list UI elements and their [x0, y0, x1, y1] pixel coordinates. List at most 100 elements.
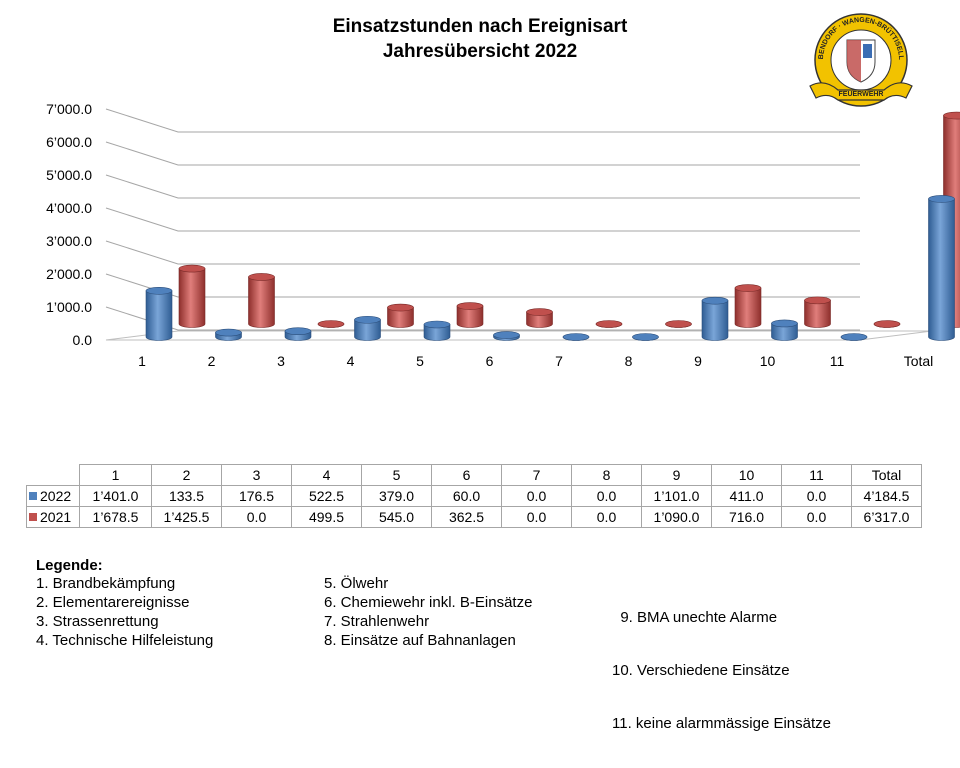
bar-2021-7: [596, 321, 622, 328]
bar-2022-9: [702, 297, 728, 340]
bar-2022-4: [355, 316, 381, 340]
series-label-2022: 2022: [40, 488, 71, 504]
table-cell: 499.5: [292, 507, 362, 528]
bar-2022-7: [563, 334, 589, 341]
bar-2022-1: [146, 287, 172, 340]
legend-item: 9. BMA unechte Alarme: [612, 609, 831, 628]
legend-swatch-2021: [29, 513, 37, 521]
table-cell: 176.5: [222, 486, 292, 507]
legend-item: 3. Strassenrettung: [36, 613, 213, 632]
table-cell: 522.5: [292, 486, 362, 507]
table-row-2021: 2021 1’678.5 1’425.5 0.0 499.5 545.0 362…: [27, 507, 922, 528]
bar-2022-6: [494, 332, 520, 341]
table-row-label: 2022: [27, 486, 80, 507]
y-tick-label: 6’000.0: [46, 134, 92, 150]
table-header-cell: 9: [642, 465, 712, 486]
legend-item: 1. Brandbekämpfung: [36, 575, 213, 594]
legend-item: 5. Ölwehr: [324, 575, 532, 594]
table-header-cell: 7: [502, 465, 572, 486]
table-cell: 0.0: [782, 486, 852, 507]
table-header-row: 1 2 3 4 5 6 7 8 9 10 11 Total: [27, 465, 922, 486]
legend-item: 11. keine alarmmässige Einsätze: [612, 715, 831, 734]
table-header-cell: 5: [362, 465, 432, 486]
x-tick-label: 7: [555, 353, 563, 369]
table-cell: 716.0: [712, 507, 782, 528]
x-tick-label: 3: [277, 353, 285, 369]
table-cell: 6’317.0: [852, 507, 922, 528]
legend-item: 7. Strahlenwehr: [324, 613, 532, 632]
bar-2021-2: [249, 273, 275, 327]
y-tick-label: 0.0: [73, 332, 93, 348]
table-header-cell: 8: [572, 465, 642, 486]
bar-2022-3: [285, 328, 311, 341]
table-cell: 133.5: [152, 486, 222, 507]
table-row-2022: 2022 1’401.0 133.5 176.5 522.5 379.0 60.…: [27, 486, 922, 507]
table-cell: 0.0: [502, 507, 572, 528]
bar-2022-Total: [929, 195, 955, 340]
table-corner: [27, 465, 80, 486]
bar-2021-10: [805, 297, 831, 328]
legend-heading: Legende:: [36, 557, 103, 574]
bar-2021-1: [179, 265, 205, 327]
table-row-label: 2021: [27, 507, 80, 528]
table-cell: 379.0: [362, 486, 432, 507]
table-cell: 0.0: [782, 507, 852, 528]
bar-2022-2: [216, 329, 242, 340]
table-header-cell: 3: [222, 465, 292, 486]
table-cell: 545.0: [362, 507, 432, 528]
x-tick-label: 4: [347, 353, 355, 369]
table-cell: 0.0: [572, 507, 642, 528]
gridline: [106, 175, 860, 198]
table-header-cell: Total: [852, 465, 922, 486]
table-cell: 0.0: [502, 486, 572, 507]
table-cell: 1’401.0: [80, 486, 152, 507]
table-cell: 411.0: [712, 486, 782, 507]
legend-column-3: 9. BMA unechte Alarme 10. Verschiedene E…: [612, 575, 831, 768]
legend-item: 6. Chemiewehr inkl. B-Einsätze: [324, 594, 532, 613]
x-tick-label: 6: [486, 353, 494, 369]
series-label-2021: 2021: [40, 509, 71, 525]
x-tick-label: 10: [760, 353, 776, 369]
x-tick-label: 2: [208, 353, 216, 369]
gridline: [106, 142, 860, 165]
x-tick-label: 5: [416, 353, 424, 369]
bar-2021-4: [388, 304, 414, 327]
table-cell: 0.0: [572, 486, 642, 507]
x-tick-label: 9: [694, 353, 702, 369]
x-tick-label: 11: [830, 353, 845, 369]
x-tick-label: Total: [904, 353, 934, 369]
table-header-cell: 1: [80, 465, 152, 486]
table-cell: 1’090.0: [642, 507, 712, 528]
bar-chart: 0.01’000.02’000.03’000.04’000.05’000.06’…: [0, 90, 960, 380]
y-tick-label: 5’000.0: [46, 167, 92, 183]
legend-item: 2. Elementarereignisse: [36, 594, 213, 613]
bar-2022-11: [841, 334, 867, 341]
category-legend: Legende: 1. Brandbekämpfung 2. Elementar…: [36, 557, 103, 576]
bar-2021-8: [666, 321, 692, 328]
y-tick-label: 1’000.0: [46, 299, 92, 315]
x-tick-label: 1: [138, 353, 146, 369]
bar-2022-8: [633, 334, 659, 341]
table-cell: 60.0: [432, 486, 502, 507]
bar-2021-3: [318, 321, 344, 328]
table-header-cell: 2: [152, 465, 222, 486]
data-table: 1 2 3 4 5 6 7 8 9 10 11 Total 2022 1’401…: [26, 464, 922, 528]
table-cell: 1’678.5: [80, 507, 152, 528]
table-cell: 1’425.5: [152, 507, 222, 528]
y-tick-label: 7’000.0: [46, 101, 92, 117]
gridline: [106, 208, 860, 231]
legend-swatch-2022: [29, 492, 37, 500]
legend-item: 8. Einsätze auf Bahnanlagen: [324, 632, 532, 651]
table-cell: 0.0: [222, 507, 292, 528]
table-header-cell: 6: [432, 465, 502, 486]
gridline: [106, 241, 860, 264]
legend-item: 10. Verschiedene Einsätze: [612, 662, 831, 681]
table-cell: 362.5: [432, 507, 502, 528]
table-header-cell: 11: [782, 465, 852, 486]
bar-2022-10: [772, 320, 798, 341]
y-tick-label: 3’000.0: [46, 233, 92, 249]
table-cell: 4’184.5: [852, 486, 922, 507]
legend-column-2: 5. Ölwehr 6. Chemiewehr inkl. B-Einsätze…: [324, 575, 532, 651]
gridline: [106, 109, 860, 132]
bar-2021-9: [735, 285, 761, 328]
